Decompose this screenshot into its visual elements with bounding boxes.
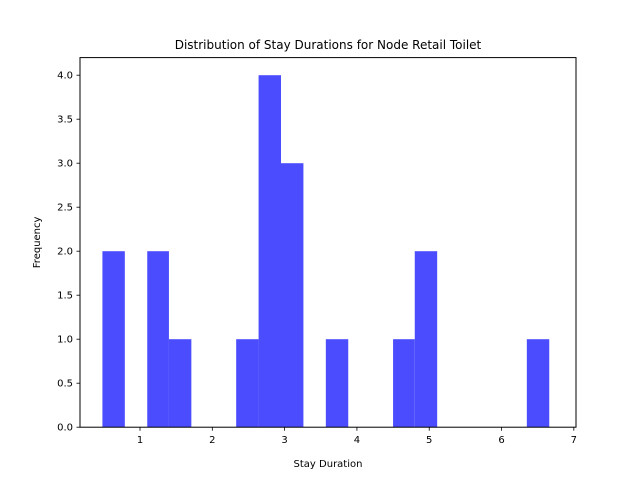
histogram-bar <box>102 251 125 428</box>
histogram-bar <box>168 339 192 428</box>
histogram-bar <box>258 75 282 428</box>
x-tick-label: 6 <box>498 435 504 446</box>
y-tick-label: 1.5 <box>57 291 73 302</box>
y-tick-label: 0.0 <box>57 423 73 434</box>
histogram-bar <box>147 251 169 428</box>
x-tick-label: 2 <box>209 435 215 446</box>
histogram-bar <box>526 339 550 428</box>
plot-area-frame <box>79 57 577 428</box>
y-axis-ticks: 0.0 0.5 1.0 1.5 2.0 2.5 3.0 3.5 4.0 <box>57 71 80 434</box>
x-tick-label: 1 <box>137 435 143 446</box>
y-tick-label: 0.5 <box>57 379 73 390</box>
histogram-bar <box>414 251 438 428</box>
y-tick-label: 2.5 <box>57 203 73 214</box>
histogram-bar <box>236 339 259 428</box>
y-tick-label: 3.0 <box>57 159 73 170</box>
y-tick-label: 3.5 <box>57 115 73 126</box>
histogram-bar <box>325 339 349 428</box>
x-tick-label: 4 <box>354 435 360 446</box>
chart-title: Distribution of Stay Durations for Node … <box>175 38 482 52</box>
x-tick-label: 5 <box>426 435 432 446</box>
y-tick-label: 4.0 <box>57 71 73 82</box>
y-tick-label: 2.0 <box>57 247 73 258</box>
histogram-bar <box>393 339 415 428</box>
y-axis-label: Frequency <box>32 216 43 268</box>
x-tick-label: 3 <box>281 435 287 446</box>
histogram-bar <box>281 163 304 428</box>
x-axis-label: Stay Duration <box>294 459 363 470</box>
x-axis-ticks: 1 2 3 4 5 6 7 <box>137 427 577 446</box>
y-tick-label: 1.0 <box>57 335 73 346</box>
histogram-bars <box>102 75 550 428</box>
x-tick-label: 7 <box>571 435 577 446</box>
